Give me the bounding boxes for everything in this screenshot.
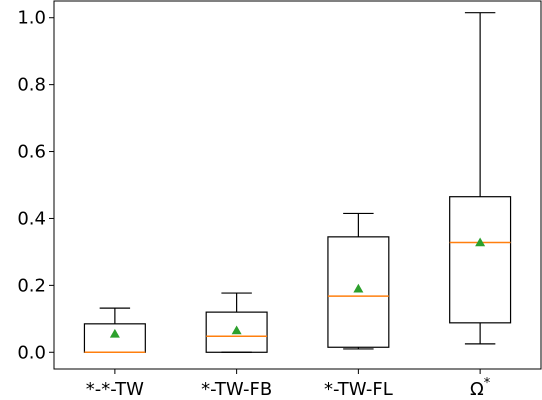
x-tick-label: Ω* (470, 376, 491, 400)
axes: 0.0 0.2 0.4 0.6 0.8 1.0 *-*-TW *-TW-FB *-TW-FL Ω* (17, 0, 542, 400)
iqr-box (449, 196, 512, 324)
plot-frame (53, 0, 542, 370)
x-tick-label: *-TW-FB (201, 379, 272, 400)
box-group (449, 12, 512, 345)
mean-marker (475, 237, 486, 247)
mean-marker (231, 325, 242, 335)
box-group (327, 212, 390, 350)
y-tick-label: 0.0 (17, 342, 46, 363)
y-tick-label: 0.8 (17, 75, 46, 96)
plot-area (83, 12, 512, 354)
y-tick-label: 1.0 (17, 8, 46, 29)
iqr-box (205, 311, 268, 353)
box-group (83, 307, 146, 354)
box-group (205, 292, 268, 353)
iqr-box (83, 323, 146, 353)
x-tick-label: *-*-TW (86, 379, 144, 400)
x-tick-label: *-TW-FL (324, 379, 393, 400)
y-tick-label: 0.4 (17, 208, 46, 229)
mean-marker (109, 328, 120, 338)
y-tick-label: 0.6 (17, 142, 46, 163)
iqr-box (327, 236, 390, 348)
y-tick-label: 0.2 (17, 275, 46, 296)
mean-marker (353, 283, 364, 293)
